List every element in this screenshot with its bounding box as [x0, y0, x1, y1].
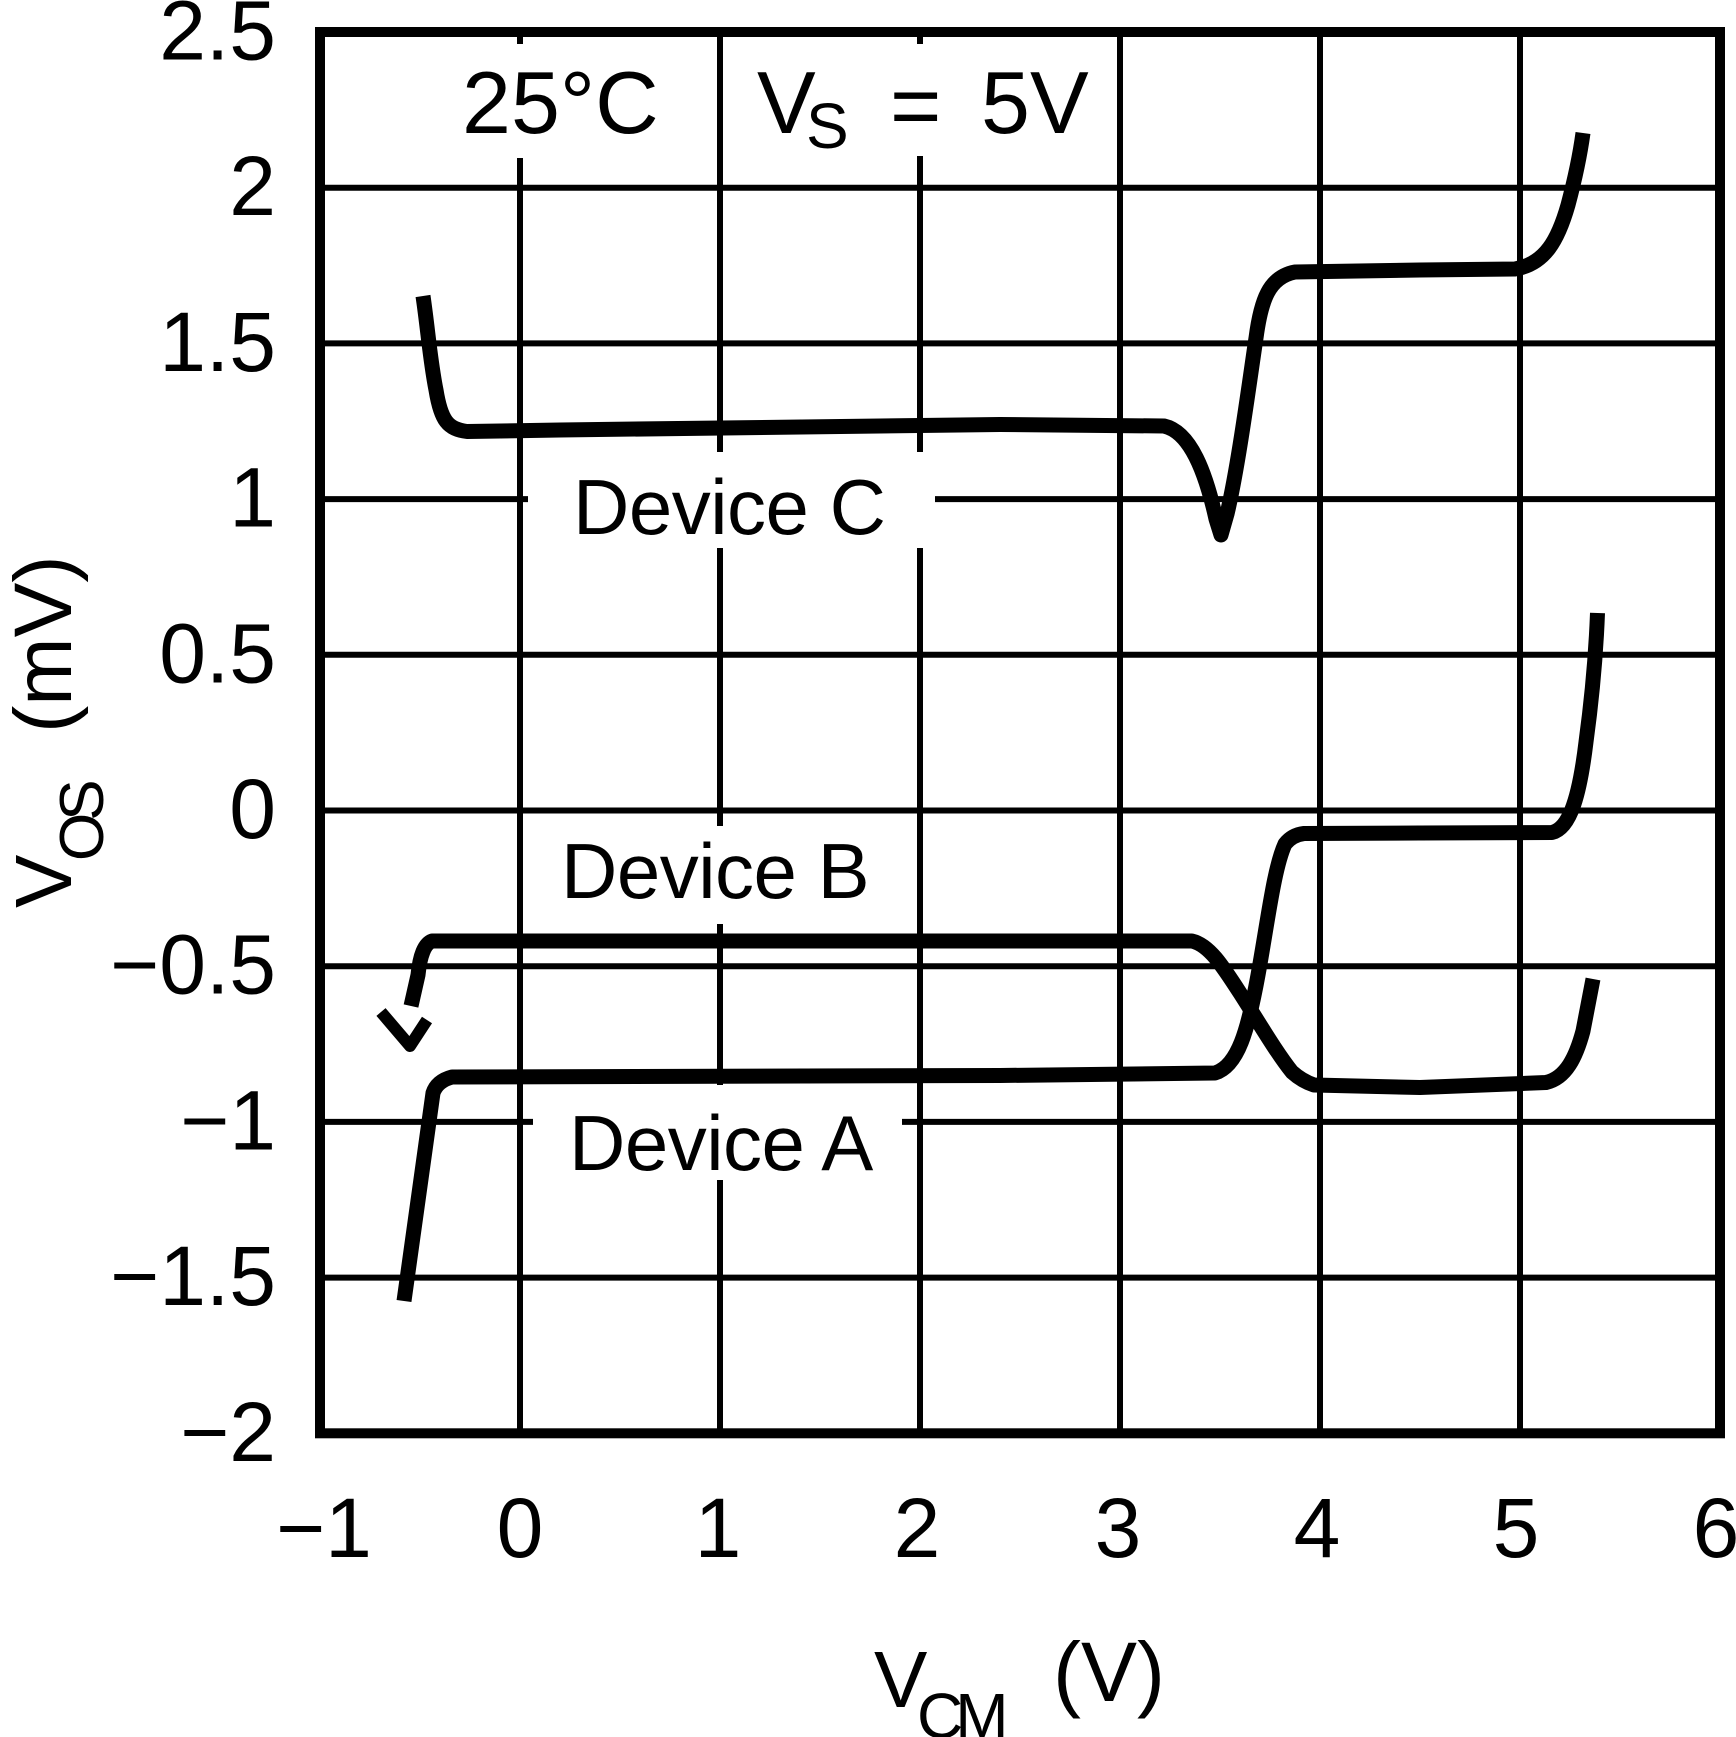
- svg-text:2: 2: [894, 1481, 941, 1575]
- svg-text:(V): (V): [1053, 1625, 1165, 1719]
- svg-text:5V: 5V: [981, 53, 1089, 152]
- svg-text:V: V: [0, 854, 88, 908]
- svg-text:Device A: Device A: [569, 1099, 873, 1187]
- svg-text:0.5: 0.5: [159, 606, 276, 700]
- svg-text:2: 2: [229, 139, 276, 233]
- svg-text:−0.5: −0.5: [110, 918, 276, 1012]
- svg-text:OS: OS: [48, 782, 117, 861]
- svg-text:3: 3: [1095, 1481, 1142, 1575]
- svg-text:CM: CM: [917, 1680, 1004, 1737]
- svg-text:−2: −2: [180, 1385, 276, 1479]
- svg-text:1: 1: [229, 451, 276, 545]
- svg-text:V: V: [757, 53, 816, 152]
- svg-text:−1: −1: [276, 1481, 372, 1575]
- svg-text:0: 0: [229, 762, 276, 856]
- svg-text:V: V: [874, 1635, 928, 1724]
- svg-text:2.5: 2.5: [159, 0, 276, 78]
- svg-text:6: 6: [1693, 1481, 1736, 1575]
- svg-text:Device C: Device C: [573, 463, 885, 551]
- svg-text:4: 4: [1294, 1481, 1341, 1575]
- svg-text:5: 5: [1493, 1481, 1540, 1575]
- svg-text:Device B: Device B: [561, 827, 869, 915]
- svg-text:(mV): (mV): [0, 555, 89, 733]
- svg-text:1.5: 1.5: [159, 295, 276, 389]
- svg-text:0: 0: [497, 1481, 544, 1575]
- svg-text:S: S: [806, 90, 849, 162]
- svg-text:−1: −1: [180, 1073, 276, 1167]
- svg-text:25°C: 25°C: [462, 53, 659, 152]
- svg-text:1: 1: [695, 1481, 742, 1575]
- svg-text:−1.5: −1.5: [110, 1229, 276, 1323]
- svg-text:=: =: [890, 56, 941, 155]
